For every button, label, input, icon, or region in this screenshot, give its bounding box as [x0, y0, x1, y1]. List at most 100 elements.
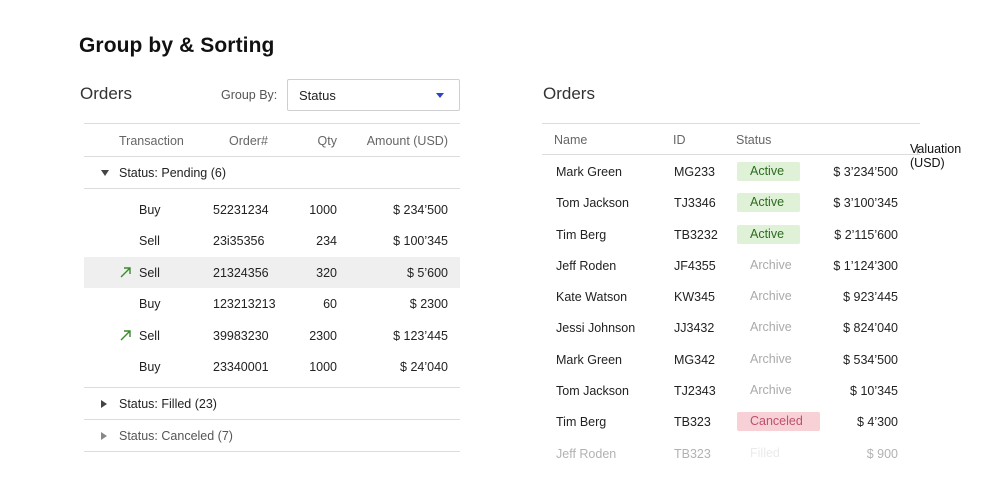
cell-valuation: $ 10’345: [850, 384, 898, 399]
table-row[interactable]: Jeff Roden JF4355 Archive $ 1’124’300: [542, 249, 920, 280]
cell-transaction: Buy: [139, 203, 161, 217]
table-header: Transaction Order# Qty Amount (USD): [84, 123, 460, 157]
col-id[interactable]: ID: [673, 133, 686, 147]
cell-transaction: Sell: [139, 328, 160, 343]
cell-order: 52231234: [213, 203, 269, 217]
status-badge: Active: [737, 162, 800, 181]
cell-qty: 320: [316, 265, 337, 280]
cell-amount: $ 24’040: [400, 359, 448, 374]
cell-id: MG342: [674, 352, 715, 367]
col-status[interactable]: Status: [736, 133, 772, 147]
table-row[interactable]: Buy 52231234 1000 $ 234’500: [84, 194, 460, 225]
cell-id: TB323: [674, 415, 711, 430]
pending-rows: Buy 52231234 1000 $ 234’500 Sell 23i35356 234 $…: [84, 189, 460, 389]
caret-right-icon: [101, 400, 107, 409]
cell-name: Mark Green: [556, 352, 622, 367]
trend-up-icon: [120, 267, 131, 278]
group-label: Status: Filled (23): [119, 397, 217, 412]
group-row-filled[interactable]: Status: Filled (23): [84, 388, 460, 421]
col-order[interactable]: Order#: [229, 134, 268, 148]
cell-name: Mark Green: [556, 165, 622, 179]
col-qty[interactable]: Qty: [317, 134, 337, 148]
sorted-orders-table: Name ID Status Valuation (USD) ↑ Mark Gre…: [542, 123, 961, 468]
table-row[interactable]: Mark Green MG233 Active $ 3’234’500: [542, 155, 920, 186]
status-badge: Archive: [750, 383, 792, 398]
cell-amount: $ 234’500: [393, 203, 448, 217]
cell-name: Jessi Johnson: [556, 321, 636, 336]
cell-order: 21324356: [213, 265, 269, 280]
cell-id: JF4355: [674, 258, 716, 273]
cell-id: MG233: [674, 165, 715, 179]
group-label: Status: Canceled (7): [119, 429, 233, 444]
table-row[interactable]: Tim Berg TB323 Canceled $ 4’300: [542, 405, 920, 436]
panel-title: Orders: [543, 84, 595, 103]
sorted-rows: Mark Green MG233 Active $ 3’234’500 Tom Jack…: [542, 155, 920, 468]
table-row[interactable]: Jessi Johnson JJ3432 Archive $ 824’040: [542, 311, 920, 342]
cell-valuation: $ 3’100’345: [833, 196, 898, 211]
table-row[interactable]: Buy 123213213 60 $ 2300: [84, 288, 460, 319]
group-by-select[interactable]: Status: [287, 79, 460, 111]
table-row[interactable]: Tom Jackson TJ3346 Active $ 3’100’345: [542, 186, 920, 217]
cell-order: 123213213: [213, 297, 276, 312]
trend-up-icon: [120, 329, 131, 341]
cell-valuation: $ 1’124’300: [833, 258, 898, 273]
cell-valuation: $ 3’234’500: [833, 165, 898, 179]
cell-id: TJ3346: [674, 196, 716, 211]
chevron-down-icon: [436, 93, 444, 98]
cell-name: Tom Jackson: [556, 384, 629, 399]
caret-down-icon: [101, 170, 109, 176]
cell-id: TJ2343: [674, 384, 716, 399]
page-title: Group by & Sorting: [79, 34, 275, 57]
cell-name: Jeff Roden: [556, 258, 617, 273]
status-badge: Active: [737, 224, 800, 244]
group-by-value: Status: [299, 88, 336, 103]
table-row[interactable]: Kate Watson KW345 Archive $ 923’445: [542, 280, 920, 311]
cell-valuation: $ 2’115’600: [834, 227, 898, 242]
grouped-orders-header: Orders Group By: Status: [80, 78, 460, 112]
grouped-orders-panel: Orders Group By: Status Transaction Orde…: [80, 78, 460, 453]
status-badge: Archive: [750, 351, 792, 366]
table-row[interactable]: Sell 21324356 320 $ 5’600: [84, 256, 460, 289]
cell-qty: 234: [316, 234, 337, 249]
cell-order: 23i35356: [213, 234, 265, 249]
group-row-pending[interactable]: Status: Pending (6): [84, 157, 460, 189]
cell-amount: $ 100’345: [393, 234, 448, 249]
status-badge: Archive: [750, 257, 792, 272]
cell-id: TB3232: [674, 227, 718, 242]
grouped-orders-table: Transaction Order# Qty Amount (USD) Stat…: [84, 123, 460, 453]
table-row[interactable]: Buy 23340001 1000 $ 24’040: [84, 351, 460, 382]
cell-valuation: $ 900: [866, 446, 898, 461]
cell-name: Kate Watson: [556, 290, 628, 305]
cell-amount: $ 2300: [409, 297, 448, 312]
cell-id: JJ3432: [674, 321, 715, 336]
table-row[interactable]: Jeff Roden TB323 Filled $ 900: [542, 437, 920, 468]
group-by-label: Group By:: [221, 88, 278, 102]
cell-qty: 2300: [309, 328, 337, 343]
status-badge: Archive: [750, 289, 792, 304]
panel-title: Orders: [80, 84, 132, 103]
sort-ascending-icon: ↑: [914, 142, 921, 156]
cell-transaction: Sell: [139, 265, 160, 280]
table-row[interactable]: Tom Jackson TJ2343 Archive $ 10’345: [542, 374, 920, 405]
group-row-canceled[interactable]: Status: Canceled (7): [84, 420, 460, 453]
cell-valuation: $ 4’300: [856, 415, 898, 430]
table-row[interactable]: Sell 23i35356 234 $ 100’345: [84, 225, 460, 256]
cell-qty: 60: [323, 297, 337, 312]
cell-amount: $ 123’445: [393, 328, 448, 343]
cell-qty: 1000: [309, 359, 337, 374]
cell-transaction: Buy: [139, 297, 161, 312]
col-name[interactable]: Name: [554, 133, 588, 147]
group-label: Status: Pending (6): [119, 166, 227, 180]
col-amount[interactable]: Amount (USD): [366, 134, 448, 148]
cell-amount: $ 5’600: [406, 265, 448, 280]
cell-valuation: $ 824’040: [843, 321, 898, 336]
cell-order: 39983230: [213, 328, 269, 343]
table-row[interactable]: Sell 39983230 2300 $ 123’445: [84, 320, 460, 351]
cell-id: TB323: [674, 446, 711, 461]
status-badge: Filled: [750, 445, 780, 460]
col-transaction[interactable]: Transaction: [119, 134, 184, 148]
cell-transaction: Sell: [139, 234, 160, 249]
cell-order: 23340001: [213, 359, 269, 374]
table-row[interactable]: Mark Green MG342 Archive $ 534’500: [542, 343, 920, 374]
table-row[interactable]: Tim Berg TB3232 Active $ 2’115’600: [542, 218, 920, 249]
